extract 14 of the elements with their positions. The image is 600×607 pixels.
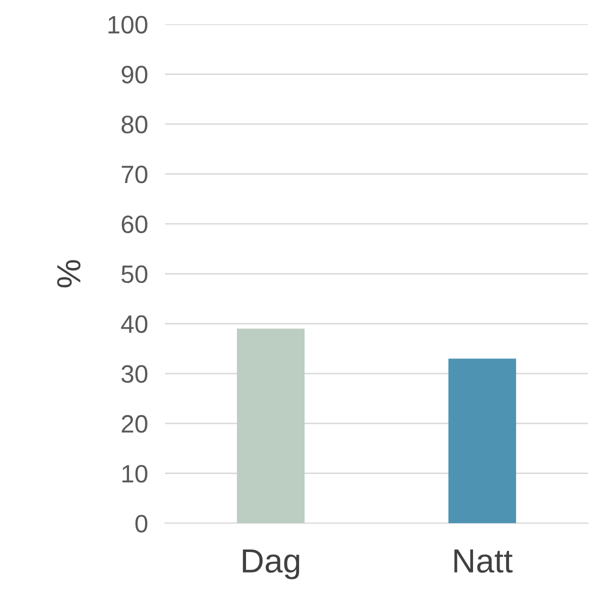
y-tick-label: 90: [122, 66, 148, 84]
y-tick-label: 10: [122, 464, 148, 483]
y-tick-label: 40: [121, 315, 148, 333]
y-tick-label: 60: [122, 215, 148, 234]
x-tick-label: Dag: [242, 549, 300, 580]
y-tick-label: 50: [122, 265, 148, 284]
y-tick-label: 20: [122, 415, 148, 433]
y-axis-title: %: [57, 260, 80, 288]
x-tick-label: Natt: [454, 549, 513, 573]
y-tick-label: 30: [121, 365, 148, 383]
y-tick-label: 70: [122, 166, 148, 184]
y-tick-label: 80: [122, 116, 148, 134]
y-tick-label: 100: [108, 16, 148, 34]
y-tick-label: 0: [135, 514, 148, 533]
